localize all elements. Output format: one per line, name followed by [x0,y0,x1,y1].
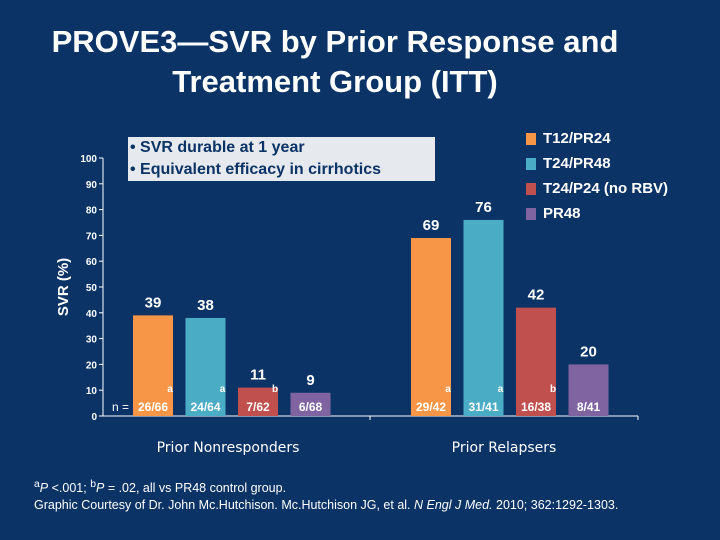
footnote-text: = .02, all vs PR48 control group. [104,481,287,496]
bar [463,219,504,416]
legend: T12/PR24 T24/PR48 T24/P24 (no RBV) PR48 [526,126,668,226]
superscript: a [167,384,173,395]
category-label: Prior Nonresponders [157,440,300,456]
callout-line: • Equivalent efficacy in cirrhotics [130,161,382,178]
footnote-a: a [34,479,40,490]
superscript: a [498,384,504,395]
footnote: aP <.001; bP = .02, all vs PR48 control … [34,476,618,514]
y-axis-label: SVR (%) [55,258,72,316]
legend-item: PR48 [526,201,668,226]
superscript: b [272,384,278,395]
citation-text: Graphic Courtesy of Dr. John Mc.Hutchiso… [34,498,415,513]
data-label: 69 [423,217,440,234]
superscript: a [445,384,451,395]
legend-swatch [526,157,536,170]
y-tick-label: 50 [86,283,98,294]
y-tick-label: 60 [86,257,98,268]
data-label: 20 [580,343,597,360]
y-tick-label: 70 [86,231,98,242]
n-label: 29/42 [416,400,446,414]
bar [516,307,556,416]
legend-swatch [526,207,536,220]
legend-label: T24/PR48 [543,155,611,172]
callout-box: • SVR durable at 1 year • Equivalent eff… [128,137,435,181]
legend-item: T12/PR24 [526,126,668,151]
y-tick-label: 90 [86,180,98,191]
y-tick-label: 0 [91,412,97,423]
legend-label: PR48 [543,205,581,222]
n-label: 16/38 [521,400,551,414]
y-tick-label: 80 [86,206,98,217]
bar [238,387,278,416]
y-tick-label: 100 [80,154,97,165]
superscript: a [220,384,226,395]
data-label: 76 [475,199,492,216]
footnote-b: b [90,479,96,490]
citation-text: 2010; 362:1292-1303. [492,498,619,513]
legend-item: T24/PR48 [526,151,668,176]
n-label: 31/41 [468,400,498,414]
bar [185,317,226,416]
legend-swatch [526,132,536,145]
y-tick-label: 20 [86,360,98,371]
legend-item: T24/P24 (no RBV) [526,176,668,201]
n-label: 7/62 [246,400,270,414]
y-tick-label: 10 [86,386,98,397]
n-prefix: n = [112,400,129,414]
n-label: 24/64 [190,400,220,414]
superscript: b [550,384,556,395]
callout-line: • SVR durable at 1 year [130,139,305,156]
y-tick-label: 40 [86,309,98,320]
data-label: 42 [528,287,545,304]
data-label: 9 [306,372,314,389]
data-label: 39 [145,294,162,311]
bar [411,237,451,416]
slide-title: PROVE3—SVR by Prior Response and Treatme… [51,24,619,99]
bar [133,315,173,416]
category-label: Prior Relapsers [452,440,557,456]
bar [290,392,331,416]
y-tick-label: 30 [86,335,98,346]
legend-label: T24/P24 (no RBV) [543,180,669,197]
legend-label: T12/PR24 [543,130,611,147]
legend-swatch [526,182,536,195]
n-label: 26/66 [138,400,168,414]
n-label: 8/41 [577,400,601,414]
n-label: 6/68 [299,400,323,414]
footnote-text: <.001; [48,481,91,496]
data-label: 38 [197,297,214,314]
data-label: 11 [250,367,266,384]
citation-journal: N Engl J Med. [414,498,493,513]
bar [568,364,609,416]
footnote-p: P [96,481,105,496]
footnote-p: P [39,481,49,496]
